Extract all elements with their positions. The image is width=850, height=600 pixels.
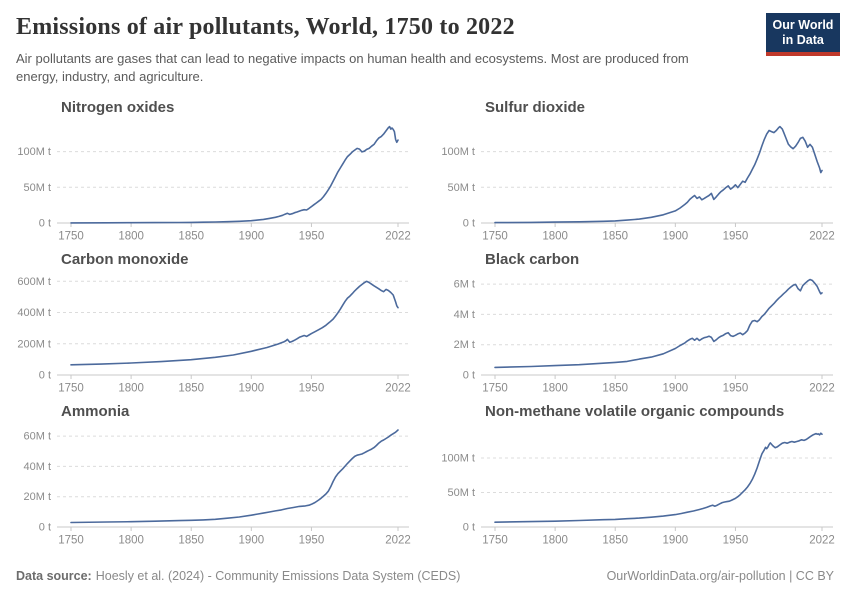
y-tick-label: 40M t: [23, 461, 51, 473]
x-tick-label: 2022: [385, 230, 411, 242]
x-tick-label: 2022: [385, 534, 411, 546]
chart-carbon-monoxide: Carbon monoxide 0 t 200M t 400M t 600M t 1750…: [15, 251, 411, 401]
y-tick-label: 400M t: [17, 307, 51, 319]
chart-title-nmvoc: Non-methane volatile organic compounds: [485, 402, 785, 420]
y-tick-label: 60M t: [23, 430, 51, 442]
x-tick-label: 2022: [809, 534, 835, 546]
x-tick-label: 1800: [118, 230, 144, 242]
x-tick-label: 1950: [299, 534, 325, 546]
x-tick-label: 1750: [482, 534, 508, 546]
data-source-text: Hoesly et al. (2024) - Community Emissio…: [95, 569, 461, 583]
x-tick-label: 1900: [239, 382, 265, 394]
chart-plot-nmvoc: 0 t 50M t 100M t 1750 1800 1850 1900 1950 2022: [441, 432, 835, 546]
data-source-label: Data source:: [16, 569, 92, 583]
series-line-ammonia: [70, 429, 399, 524]
x-tick-label: 1900: [239, 534, 265, 546]
x-tick-label: 1800: [542, 382, 568, 394]
y-tick-label: 20M t: [23, 491, 51, 503]
y-tick-label: 0 t: [463, 217, 475, 229]
page-title: Emissions of air pollutants, World, 1750…: [16, 14, 515, 40]
x-tick-label: 1900: [663, 534, 689, 546]
x-tick-label: 1850: [602, 382, 628, 394]
x-tick-label: 1950: [723, 230, 749, 242]
y-tick-label: 600M t: [17, 276, 51, 288]
x-tick-label: 1850: [602, 230, 628, 242]
chart-title-sulfur-dioxide: Sulfur dioxide: [485, 98, 586, 116]
y-tick-label: 50M t: [447, 182, 475, 194]
y-tick-label: 2M t: [454, 339, 475, 351]
x-tick-label: 1900: [239, 230, 265, 242]
x-tick-label: 1750: [482, 230, 508, 242]
chart-nitrogen-oxides: Nitrogen oxides 0 t 50M t 100M t 1750 1800 185…: [15, 99, 411, 249]
x-tick-label: 1800: [542, 534, 568, 546]
owid-logo: Our World in Data: [766, 13, 840, 56]
series-line-black-carbon: [494, 278, 823, 369]
x-tick-label: 1850: [178, 534, 204, 546]
chart-title-black-carbon: Black carbon: [485, 250, 580, 268]
x-tick-label: 1800: [118, 534, 144, 546]
y-tick-label: 0 t: [463, 521, 475, 533]
x-tick-label: 2022: [809, 230, 835, 242]
y-tick-label: 6M t: [454, 278, 475, 290]
chart-plot-ammonia: 0 t 20M t 40M t 60M t 1750 1800 1850 1900 1950 20…: [23, 429, 411, 546]
y-tick-label: 100M t: [17, 146, 51, 158]
x-tick-label: 1950: [299, 382, 325, 394]
x-tick-label: 1900: [663, 382, 689, 394]
y-tick-label: 200M t: [17, 338, 51, 350]
x-tick-label: 1850: [178, 382, 204, 394]
y-tick-label: 0 t: [463, 369, 475, 381]
y-tick-label: 100M t: [441, 146, 475, 158]
owid-logo-line2: in Data: [782, 33, 824, 47]
chart-plot-carbon-monoxide: 0 t 200M t 400M t 600M t 1750 1800 1850 1900 195…: [17, 276, 411, 395]
y-tick-label: 0 t: [39, 369, 51, 381]
x-tick-label: 1950: [299, 230, 325, 242]
x-tick-label: 1900: [663, 230, 689, 242]
chart-ammonia: Ammonia 0 t 20M t 40M t 60M t 1750 1800 1850 190…: [15, 403, 411, 553]
y-tick-label: 0 t: [39, 217, 51, 229]
series-line-nitrogen-oxides: [70, 125, 399, 224]
chart-title-carbon-monoxide: Carbon monoxide: [61, 250, 189, 268]
chart-title-nitrogen-oxides: Nitrogen oxides: [61, 98, 175, 116]
x-tick-label: 1850: [602, 534, 628, 546]
x-tick-label: 1750: [58, 534, 84, 546]
x-tick-label: 1950: [723, 382, 749, 394]
charts-grid: Nitrogen oxides 0 t 50M t 100M t 1750 1800 185…: [0, 99, 850, 553]
x-tick-label: 1850: [178, 230, 204, 242]
chart-nmvoc: Non-methane volatile organic compounds 0 …: [439, 403, 835, 553]
x-tick-label: 1750: [58, 382, 84, 394]
x-tick-label: 1750: [482, 382, 508, 394]
series-line-nmvoc: [494, 432, 823, 523]
y-tick-label: 4M t: [454, 309, 475, 321]
x-tick-label: 2022: [809, 382, 835, 394]
x-tick-label: 1750: [58, 230, 84, 242]
chart-sulfur-dioxide: Sulfur dioxide 0 t 50M t 100M t 1750 1800 1850…: [439, 99, 835, 249]
y-tick-label: 100M t: [441, 452, 475, 464]
series-line-sulfur-dioxide: [494, 125, 823, 224]
y-tick-label: 50M t: [23, 182, 51, 194]
y-tick-label: 50M t: [447, 487, 475, 499]
chart-title-ammonia: Ammonia: [61, 402, 130, 420]
chart-black-carbon: Black carbon 0 t 2M t 4M t 6M t 1750 1800 1850 1…: [439, 251, 835, 401]
chart-plot-black-carbon: 0 t 2M t 4M t 6M t 1750 1800 1850 1900 1950 2022: [454, 278, 835, 394]
x-tick-label: 1800: [542, 230, 568, 242]
header: Emissions of air pollutants, World, 1750…: [0, 0, 850, 87]
chart-plot-nitrogen-oxides: 0 t 50M t 100M t 1750 1800 1850 1900 1950 2022: [17, 125, 411, 242]
x-tick-label: 1950: [723, 534, 749, 546]
data-source: Data source: Hoesly et al. (2024) - Commu…: [16, 569, 460, 583]
x-tick-label: 1800: [118, 382, 144, 394]
x-tick-label: 2022: [385, 382, 411, 394]
series-line-carbon-monoxide: [70, 280, 399, 366]
y-tick-label: 0 t: [39, 521, 51, 533]
footer: Data source: Hoesly et al. (2024) - Commu…: [0, 569, 850, 600]
owid-logo-line1: Our World: [772, 18, 834, 32]
chart-subtitle: Air pollutants are gases that can lead t…: [16, 51, 689, 85]
chart-plot-sulfur-dioxide: 0 t 50M t 100M t 1750 1800 1850 1900 1950 2022: [441, 125, 835, 242]
attribution: OurWorldinData.org/air-pollution | CC BY: [606, 569, 834, 583]
